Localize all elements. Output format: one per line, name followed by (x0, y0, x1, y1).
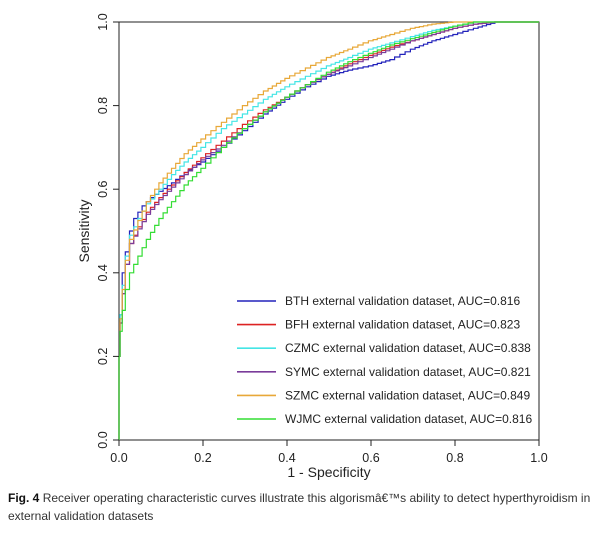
plot-frame (118, 21, 540, 441)
legend-label-4: SZMC external validation dataset, AUC=0.… (285, 388, 530, 402)
y-tick-label: 0.0 (96, 431, 110, 448)
x-tick-label: 0.6 (362, 451, 379, 465)
y-tick-label: 0.8 (96, 97, 110, 114)
legend-label-0: BTH external validation dataset, AUC=0.8… (285, 294, 520, 308)
y-axis: 0.0 0.2 0.4 0.6 0.8 1.0 (96, 13, 119, 449)
legend: BTH external validation dataset, AUC=0.8… (237, 294, 532, 426)
x-axis: 0.0 0.2 0.4 0.6 0.8 1.0 (110, 440, 548, 465)
x-tick-label: 0.2 (194, 451, 211, 465)
x-tick-label: 0.8 (446, 451, 463, 465)
y-tick-label: 0.2 (96, 348, 110, 365)
roc-curve-4 (118, 21, 539, 440)
figure-caption: Fig. 4 Receiver operating characteristic… (8, 489, 598, 525)
y-axis-label: Sensitivity (76, 199, 92, 262)
legend-label-3: SYMC external validation dataset, AUC=0.… (285, 365, 531, 379)
roc-curves (118, 21, 539, 440)
x-tick-label: 0.0 (110, 451, 127, 465)
y-tick-label: 0.6 (96, 180, 110, 197)
roc-curve-5 (118, 21, 539, 440)
x-tick-label: 0.4 (278, 451, 295, 465)
legend-label-1: BFH external validation dataset, AUC=0.8… (285, 318, 520, 332)
x-tick-label: 1.0 (530, 451, 547, 465)
figure-label: Fig. 4 (8, 491, 40, 505)
roc-curve-3 (118, 21, 539, 440)
legend-label-5: WJMC external validation dataset, AUC=0.… (285, 412, 532, 426)
y-tick-label: 0.4 (96, 264, 110, 281)
roc-chart: 0.0 0.2 0.4 0.6 0.8 1.0 0.0 0.2 0.4 0.6 0.8 1.0 1 … (76, 13, 548, 480)
x-axis-label: 1 - Specificity (287, 464, 370, 480)
figure-caption-text: Receiver operating characteristic curves… (8, 491, 591, 523)
legend-label-2: CZMC external validation dataset, AUC=0.… (285, 341, 531, 355)
y-tick-label: 1.0 (96, 13, 110, 30)
